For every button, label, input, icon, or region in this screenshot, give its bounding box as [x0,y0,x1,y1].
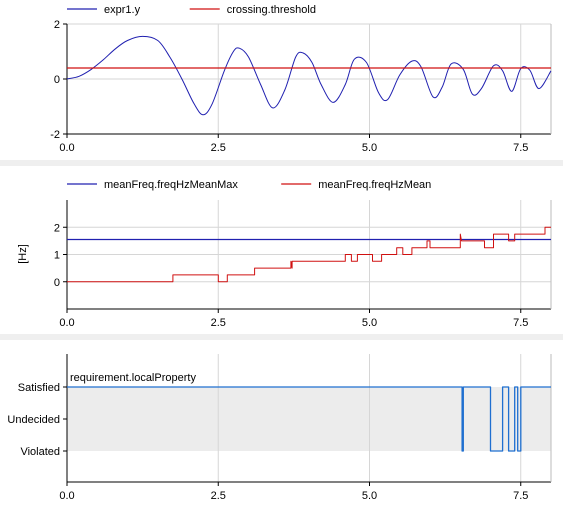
plot-1-svg[interactable]: -2 0 2 0.0 2.5 5.0 7.5 expr1.y crossing.threshol… [0,0,563,160]
y-tick-label: 2 [54,19,60,31]
x-tick-label: 2.5 [211,317,226,329]
plot-panel-1[interactable]: -2 0 2 0.0 2.5 5.0 7.5 expr1.y crossing.threshol… [0,0,563,160]
y-tick-label: Satisfied [18,382,60,394]
y-tick-label: 0 [54,74,60,86]
x-tick-label: 0.0 [59,490,74,502]
y-tick-label: 1 [54,250,60,262]
x-tick-label: 7.5 [513,142,528,154]
series-freqHzMean[interactable] [67,226,551,283]
y-tick-label: 2 [54,222,60,234]
x-tick-label: 7.5 [513,317,528,329]
x-tick-label: 5.0 [362,317,377,329]
x-tick-label: 2.5 [211,142,226,154]
legend-label[interactable]: expr1.y [104,4,141,16]
x-tick-label: 2.5 [211,490,226,502]
x-tick-label: 7.5 [513,490,528,502]
series-expr1-y[interactable] [66,35,552,116]
series-label: requirement.localProperty [70,372,196,384]
panel-divider[interactable] [0,334,563,340]
y-tick-label: Violated [20,446,60,458]
plot-3-svg[interactable]: Satisfied Undecided Violated 0.0 2.5 5.0 7.5 re… [0,340,563,506]
state-band [67,387,551,451]
y-axis-label: [Hz] [17,244,29,264]
x-tick-label: 0.0 [59,317,74,329]
x-tick-label: 5.0 [362,490,377,502]
legend-label[interactable]: meanFreq.freqHzMeanMax [104,179,238,191]
legend-label[interactable]: meanFreq.freqHzMean [318,179,431,191]
plot-panel-2[interactable]: 0 1 2 0.0 2.5 5.0 7.5 meanFreq.freqHzMeanMax mea… [0,166,563,334]
y-tick-label: 0 [54,277,60,289]
x-tick-label: 0.0 [59,142,74,154]
y-tick-label: Undecided [7,414,60,426]
panel-divider[interactable] [0,160,563,166]
series-localProperty[interactable] [67,386,551,452]
x-tick-label: 5.0 [362,142,377,154]
plot-2-svg[interactable]: 0 1 2 0.0 2.5 5.0 7.5 meanFreq.freqHzMeanMax mea… [0,166,563,334]
legend-label[interactable]: crossing.threshold [227,4,316,16]
plot-panel-3[interactable]: Satisfied Undecided Violated 0.0 2.5 5.0 7.5 re… [0,340,563,506]
y-tick-label: -2 [50,129,60,141]
